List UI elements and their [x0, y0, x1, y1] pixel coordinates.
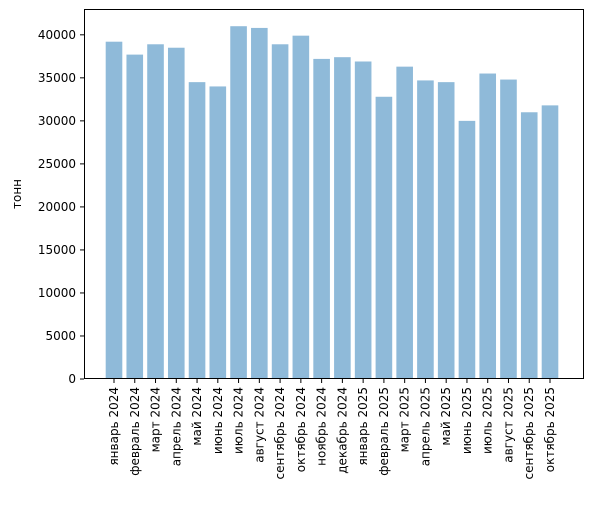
x-tick-label: июнь 2025	[460, 387, 474, 454]
x-tick-label: август 2025	[501, 387, 515, 463]
bar	[417, 80, 434, 379]
x-tick-label: апрель 2025	[418, 387, 432, 466]
x-tick-label: сентябрь 2025	[522, 387, 536, 479]
y-tick-label: 30000	[38, 114, 76, 128]
x-tick-label: январь 2025	[356, 387, 370, 466]
y-tick-label: 15000	[38, 243, 76, 257]
bar	[437, 82, 455, 380]
plot-frame	[84, 9, 584, 379]
x-tick-label: октябрь 2025	[543, 387, 557, 472]
x-tick-label: март 2024	[149, 387, 163, 452]
y-tick-label: 0	[68, 372, 76, 386]
x-tick-label: февраль 2025	[377, 387, 391, 476]
bar	[375, 96, 393, 379]
x-tick-label: июль 2024	[232, 387, 246, 454]
bar	[396, 66, 413, 380]
y-tick-label: 25000	[38, 157, 76, 171]
x-tick-label: март 2025	[398, 387, 412, 452]
bar	[292, 35, 310, 380]
bar	[541, 105, 559, 379]
x-tick-label: октябрь 2024	[294, 387, 308, 472]
y-tick-label: 35000	[38, 71, 76, 85]
y-tick-label: 40000	[38, 28, 76, 42]
bar	[520, 112, 538, 380]
y-tick-label: 20000	[38, 200, 76, 214]
y-axis: 0 5000 10000 15000 20000 25000 30000 35000 40000	[38, 28, 84, 386]
bar	[230, 26, 247, 380]
y-axis-label: тонн	[10, 179, 24, 209]
x-tick-label: май 2025	[439, 387, 453, 446]
x-tick-label: сентябрь 2024	[273, 387, 287, 479]
y-tick-label: 5000	[45, 329, 76, 343]
bar	[479, 73, 497, 379]
y-tick-label: 10000	[38, 286, 76, 300]
bars-group	[105, 26, 559, 380]
x-tick-label: июль 2025	[481, 387, 495, 454]
x-tick-label: апрель 2024	[169, 387, 183, 466]
x-tick-label: январь 2024	[107, 387, 121, 466]
x-tick-label: февраль 2024	[128, 387, 142, 476]
bar	[334, 57, 351, 380]
bar	[167, 47, 185, 379]
x-tick-label: декабрь 2024	[335, 387, 349, 474]
bar	[126, 54, 144, 380]
x-axis: январь 2024 февраль 2024 март 2024 апрель 2…	[107, 379, 557, 479]
bar	[458, 120, 476, 379]
bar	[209, 86, 227, 379]
bar	[271, 44, 289, 380]
bar	[251, 27, 268, 379]
x-tick-label: июнь 2024	[211, 387, 225, 454]
bar	[354, 61, 372, 379]
x-tick-label: май 2024	[190, 387, 204, 446]
bar	[500, 79, 517, 379]
bar	[313, 58, 330, 379]
x-tick-label: ноябрь 2024	[315, 387, 329, 466]
bar	[188, 82, 206, 380]
bar	[105, 41, 123, 380]
x-tick-label: август 2024	[252, 387, 266, 463]
bar	[147, 44, 164, 380]
